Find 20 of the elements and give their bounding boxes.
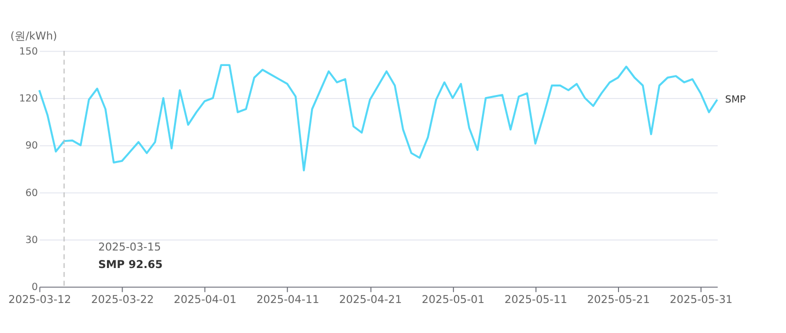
x-tick-label: 2025-04-11 [256, 292, 320, 306]
y-tick-label: 150 [19, 46, 38, 58]
x-tick-label: 2025-05-31 [670, 292, 733, 306]
line-series [38, 64, 718, 172]
x-tick-label: 2025-05-21 [587, 292, 650, 306]
y-tick-label: 120 [19, 93, 38, 104]
y-tick-label: 30 [25, 234, 38, 246]
annotation: 2025-03-15 [98, 240, 161, 254]
x-tick-label: 2025-04-01 [174, 292, 237, 306]
x-tick-label: 2025-05-01 [422, 292, 485, 306]
y-axis-title: (원/kWh) [10, 30, 58, 43]
x-tick-label: 2025-03-12 [8, 292, 72, 306]
x-tick-label: 2025-05-11 [504, 292, 568, 306]
series-label: SMP [725, 94, 746, 106]
x-tick-label: 2025-03-22 [91, 292, 154, 306]
y-tick-label: 90 [25, 140, 38, 152]
annotation: SMP 92.65 [98, 258, 163, 272]
x-tick-label: 2025-04-21 [339, 292, 402, 306]
y-tick-label: 0 [32, 282, 38, 294]
y-tick-label: 60 [25, 188, 38, 199]
